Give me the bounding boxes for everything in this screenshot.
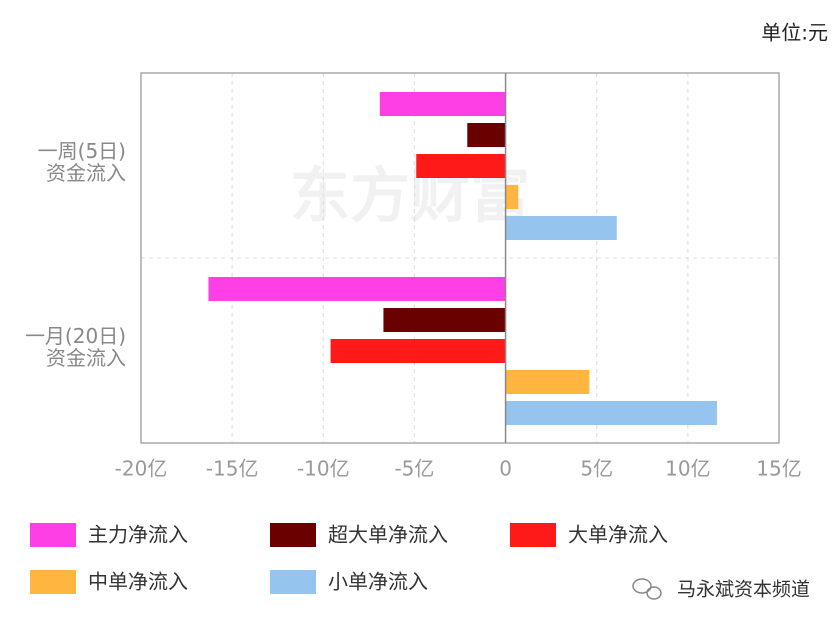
x-tick-label: -5亿 bbox=[394, 457, 434, 481]
legend-label: 大单净流入 bbox=[568, 523, 668, 547]
bar bbox=[505, 216, 617, 240]
footer-icon bbox=[632, 578, 662, 600]
bar bbox=[505, 401, 718, 425]
legend-label: 超大单净流入 bbox=[328, 523, 448, 547]
legend-swatch bbox=[510, 523, 556, 547]
y-tick-label: 一周(5日) 资金流入 bbox=[37, 138, 126, 185]
bar bbox=[330, 339, 506, 363]
y-tick-label: 一月(20日) 资金流入 bbox=[24, 323, 126, 370]
bar bbox=[208, 277, 506, 301]
x-tick-label: -15亿 bbox=[206, 457, 259, 481]
x-tick-label: 10亿 bbox=[665, 457, 710, 481]
bar bbox=[467, 123, 506, 147]
bar bbox=[505, 370, 590, 394]
legend-label: 主力净流入 bbox=[88, 523, 188, 547]
bar bbox=[383, 308, 506, 332]
x-tick-label: -20亿 bbox=[115, 457, 168, 481]
legend-label: 小单净流入 bbox=[328, 570, 428, 594]
bar bbox=[379, 92, 506, 116]
legend-swatch bbox=[270, 570, 316, 594]
unit-label: 单位:元 bbox=[761, 21, 828, 45]
legend-swatch bbox=[270, 523, 316, 547]
footer-source: 马永斌资本频道 bbox=[677, 579, 810, 601]
bar bbox=[416, 154, 506, 178]
legend-swatch bbox=[30, 523, 76, 547]
bar bbox=[505, 185, 519, 209]
legend-swatch bbox=[30, 570, 76, 594]
x-tick-label: -10亿 bbox=[297, 457, 350, 481]
x-tick-label: 15亿 bbox=[756, 457, 801, 481]
x-tick-label: 5亿 bbox=[580, 457, 613, 481]
plot-frame bbox=[140, 72, 780, 444]
legend-label: 中单净流入 bbox=[88, 570, 188, 594]
x-tick-label: 0 bbox=[499, 457, 512, 481]
